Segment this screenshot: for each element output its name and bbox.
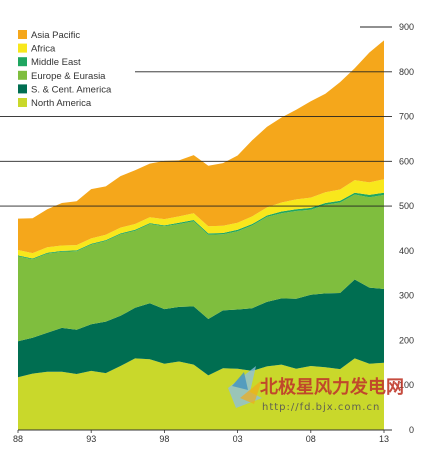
y-tick-label: 0 (409, 425, 414, 435)
legend-swatch-north-america (18, 98, 27, 107)
x-tick-label: 88 (13, 434, 23, 444)
y-tick-label: 800 (399, 67, 414, 77)
y-tick-label: 900 (399, 22, 414, 32)
legend-swatch-middle-east (18, 57, 27, 67)
gridlines-group (0, 26, 392, 207)
x-tick-label: 98 (159, 434, 169, 444)
area-s-cent-america (18, 279, 384, 378)
area-series-group (18, 40, 384, 430)
y-tick-label: 200 (399, 335, 414, 345)
y-axis-ticks: 0 100 200 300 400 500 600 700 800 900 (399, 22, 414, 435)
x-axis-ticks: 88 93 98 03 08 13 (13, 430, 389, 444)
legend-label-middle-east: Middle East (31, 57, 81, 68)
legend-label-africa: Africa (31, 44, 56, 55)
legend-label-europe-eurasia: Europe & Eurasia (31, 71, 106, 82)
y-tick-label: 700 (399, 112, 414, 122)
legend: Asia Pacific Africa Middle East Europe & Eu… (18, 30, 112, 109)
y-tick-label: 400 (399, 246, 414, 256)
watermark-logo-icon (228, 366, 262, 408)
x-tick-label: 93 (86, 434, 96, 444)
legend-swatch-africa (18, 43, 27, 53)
legend-label-north-america: North America (31, 98, 92, 109)
area-europe-eurasia (18, 194, 384, 342)
legend-swatch-europe-eurasia (18, 70, 27, 80)
y-tick-label: 300 (399, 291, 414, 301)
watermark-url: http://fd.bjx.com.cn (262, 402, 380, 413)
y-tick-label: 500 (399, 201, 414, 211)
y-tick-label: 600 (399, 156, 414, 166)
area-asia-pacific (18, 40, 384, 254)
legend-swatch-asia-pacific (18, 30, 27, 39)
watermark: 北极星风力发电网 http://fd.bjx.com.cn (228, 366, 404, 413)
legend-label-asia-pacific: Asia Pacific (31, 30, 80, 41)
legend-swatch-s-cent-america (18, 84, 27, 94)
x-tick-label: 03 (233, 434, 243, 444)
area-africa (18, 179, 384, 259)
legend-label-s-cent-america: S. & Cent. America (31, 84, 112, 95)
area-north-america (18, 358, 384, 430)
y-tick-label: 100 (399, 380, 414, 390)
x-tick-label: 08 (306, 434, 316, 444)
x-tick-label: 13 (379, 434, 389, 444)
watermark-title: 北极星风力发电网 (260, 376, 404, 398)
